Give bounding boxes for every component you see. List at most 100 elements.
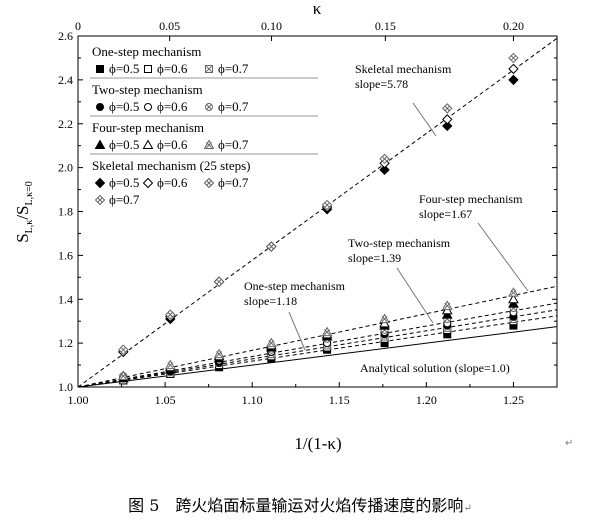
annotation-text: One-step mechanism xyxy=(244,279,346,293)
data-point-square-open xyxy=(144,65,152,73)
y-tick-label: 1.2 xyxy=(58,336,73,350)
y-axis-sub1: L,κ xyxy=(24,220,35,234)
legend-entry-label: ϕ=0.5 xyxy=(109,175,139,190)
x-tick-label: 1.15 xyxy=(329,393,350,407)
y-tick-label: 1.4 xyxy=(58,292,73,306)
data-point-diamond-filled xyxy=(94,177,106,189)
marker-cross xyxy=(510,289,517,296)
fit-line xyxy=(78,315,557,387)
data-point-diamond-open xyxy=(142,177,154,189)
legend-entry-label: ϕ=0.7 xyxy=(218,137,249,152)
y-tick-label: 2.0 xyxy=(58,161,73,175)
caption-text: 图 5 跨火焰面标量输运对火焰传播速度的影响 xyxy=(128,496,464,515)
marker-cross xyxy=(268,340,275,347)
legend-entry-label: ϕ=0.5 xyxy=(109,61,139,76)
y-tick-label: 1.0 xyxy=(58,380,73,394)
chart-figure: 1.00 1.05 1.10 1.15 1.20 1.25 1.0 1.2 1.4 1.6 1.8 2… xyxy=(13,0,558,453)
annotation-text: slope=1.67 xyxy=(419,207,472,221)
data-point-diamond-open xyxy=(508,63,519,75)
legend-group-title: One-step mechanism xyxy=(92,44,201,59)
return-mark: ↵ xyxy=(565,438,574,449)
marker-cross xyxy=(120,373,127,380)
legend-entry-label: ϕ=0.6 xyxy=(157,137,188,152)
marker-cross xyxy=(324,329,331,336)
figure-caption: 图 5 跨火焰面标量输运对火焰传播速度的影响↵ xyxy=(60,492,540,516)
data-point-diamond-filled xyxy=(442,120,453,132)
marker-cross xyxy=(216,278,223,285)
data-point-triangle-filled xyxy=(94,139,106,149)
legend-entry-label: ϕ=0.5 xyxy=(109,137,139,152)
marker-cross xyxy=(206,66,212,72)
marker-cross xyxy=(120,346,127,353)
top-tick-label: 0.20 xyxy=(503,19,524,33)
y-axis-title: SL,κ/SL,κ=0 xyxy=(13,181,35,243)
svg-text:SL,κ/SL,κ=0: SL,κ/SL,κ=0 xyxy=(13,181,35,243)
marker-cross xyxy=(206,104,212,110)
top-tick-label: 0.10 xyxy=(261,19,282,33)
annotation-text: slope=1.39 xyxy=(348,251,401,265)
data-point-circle-filled xyxy=(96,103,104,111)
data-point-circle-open xyxy=(144,103,152,111)
annotation-text: Skeletal mechanism xyxy=(355,62,452,76)
y-tick-label: 2.6 xyxy=(58,29,73,43)
top-tick-label: 0.05 xyxy=(159,19,180,33)
marker-cross xyxy=(167,311,174,318)
fit-line xyxy=(78,285,557,387)
marker-cross xyxy=(268,243,275,250)
annotation-text: slope=1.18 xyxy=(244,294,297,308)
legend-entry-label: ϕ=0.7 xyxy=(218,61,249,76)
data-point-diamond-filled xyxy=(379,164,390,176)
legend-entry-label: ϕ=0.7 xyxy=(218,99,249,114)
marker-cross xyxy=(444,105,451,112)
legend-entry-label: ϕ=0.5 xyxy=(109,99,139,114)
x-tick-label: 1.25 xyxy=(503,393,524,407)
annotation-text: Analytical solution (slope=1.0) xyxy=(360,361,510,375)
y-tick-label: 2.2 xyxy=(58,117,73,131)
legend-entry-label: ϕ=0.7 xyxy=(109,192,140,207)
top-tick-label: 0 xyxy=(75,19,81,33)
annotation-leader xyxy=(477,222,529,292)
marker-cross xyxy=(206,180,212,186)
marker-cross xyxy=(216,351,223,358)
data-point-triangle-open xyxy=(142,139,154,149)
legend-entry-label: ϕ=0.6 xyxy=(157,175,188,190)
legend-group-title: Two-step mechanism xyxy=(92,82,203,97)
top-tick-label: 0.15 xyxy=(375,19,396,33)
marker-cross xyxy=(444,302,451,309)
y-tick-label: 1.6 xyxy=(58,248,73,262)
marker-cross xyxy=(206,142,212,148)
marker-cross xyxy=(381,155,388,162)
x-axis-title: 1/(1-κ) xyxy=(294,434,341,453)
top-axis-title: κ xyxy=(313,0,322,18)
data-point-diamond-open xyxy=(442,114,453,125)
y-axis-s: S xyxy=(13,233,32,242)
legend-entry-label: ϕ=0.6 xyxy=(157,61,188,76)
legend-group-title: Skeletal mechanism (25 steps) xyxy=(92,158,251,173)
legend-group-title: Four-step mechanism xyxy=(92,120,204,135)
annotation-leader xyxy=(412,102,437,137)
x-tick-label: 1.20 xyxy=(416,393,437,407)
marker-cross xyxy=(97,197,103,203)
annotation-text: slope=5.78 xyxy=(355,77,408,91)
annotation-text: Two-step mechanism xyxy=(348,236,451,250)
caption-mark: ↵ xyxy=(463,503,472,514)
annotation-leader xyxy=(288,311,306,351)
fit-line xyxy=(78,309,557,387)
x-tick-label: 1.00 xyxy=(68,393,89,407)
y-axis-sub2: L,κ=0 xyxy=(24,181,35,205)
data-point-square-filled xyxy=(96,65,104,73)
data-point-triangle-open xyxy=(508,293,519,304)
legend-entry-label: ϕ=0.7 xyxy=(218,175,249,190)
y-tick-label: 2.4 xyxy=(58,73,73,87)
fit-line xyxy=(78,37,557,387)
marker-cross xyxy=(510,54,517,61)
legend-entry-label: ϕ=0.6 xyxy=(157,99,188,114)
marker-cross xyxy=(381,316,388,322)
y-tick-label: 1.8 xyxy=(58,205,73,219)
x-tick-label: 1.10 xyxy=(242,393,263,407)
x-tick-label: 1.05 xyxy=(155,393,176,407)
marker-cross xyxy=(167,362,174,369)
marker-cross xyxy=(324,201,331,208)
y-axis-slash: /S xyxy=(13,205,32,219)
annotation-text: Four-step mechanism xyxy=(419,192,523,206)
